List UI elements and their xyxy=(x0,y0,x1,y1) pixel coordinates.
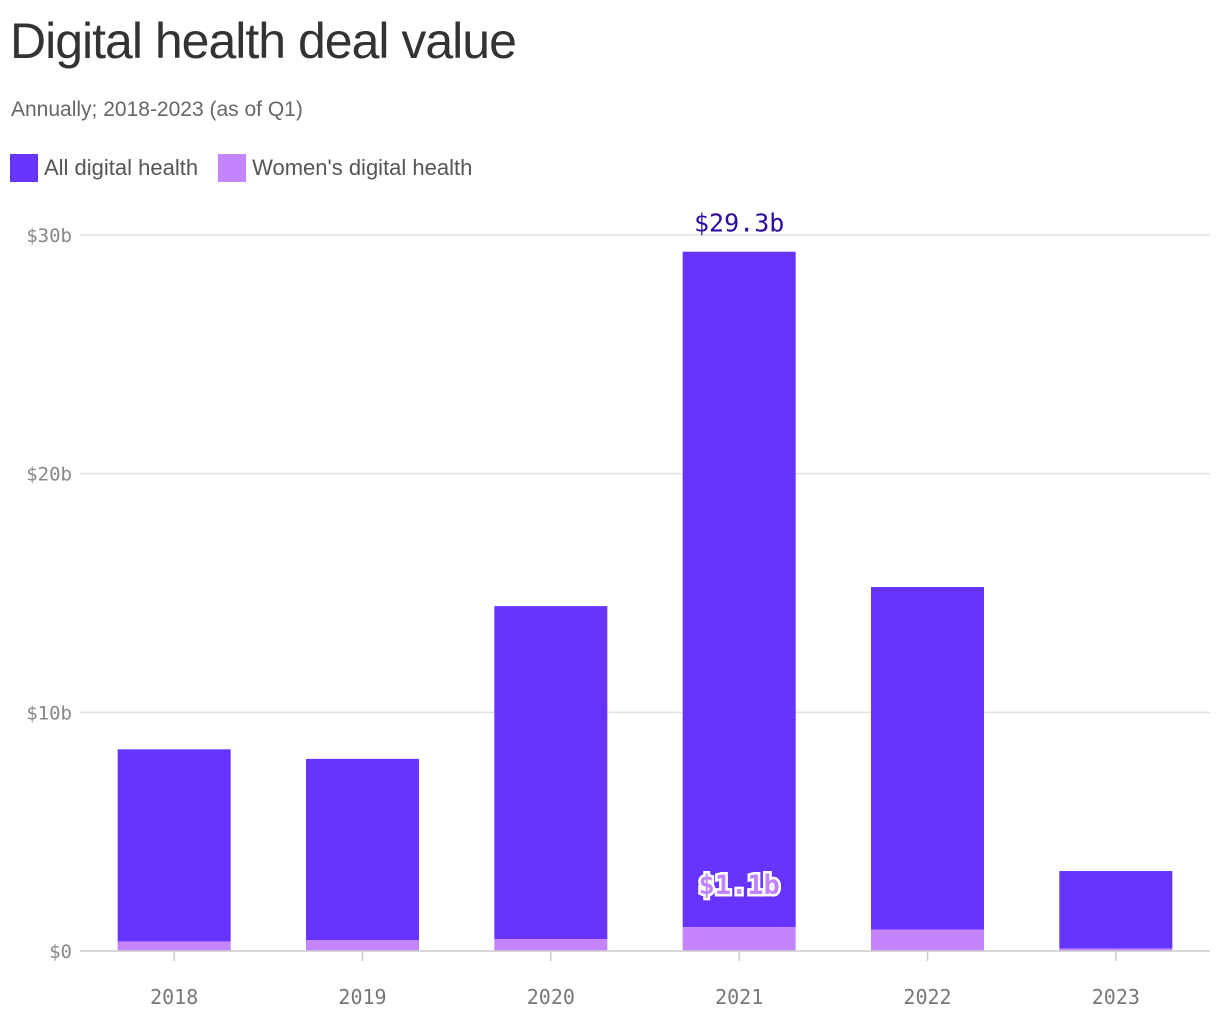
x-tick-label: 2022 xyxy=(903,985,951,1009)
x-tick-label: 2020 xyxy=(527,985,575,1009)
bar-all-digital-health xyxy=(306,758,419,941)
legend-label-women: Women's digital health xyxy=(252,155,473,180)
data-labels: $29.3b $1.1b xyxy=(694,209,784,904)
legend-swatch-women xyxy=(218,154,247,182)
chart-title: Digital health deal value xyxy=(10,13,517,69)
x-axis: 2018 2019 2020 2021 2022 2023 xyxy=(80,950,1210,1009)
legend-item-all: All digital health xyxy=(10,154,198,182)
y-tick-label: $10b xyxy=(26,702,72,724)
bar-womens-digital-health xyxy=(306,940,419,951)
data-label: $29.3b xyxy=(694,209,784,238)
bar-womens-digital-health xyxy=(1059,948,1173,951)
bar-womens-digital-health xyxy=(871,929,984,951)
data-label: $1.1b xyxy=(699,870,780,901)
y-tick-label: $0 xyxy=(49,941,72,963)
bars xyxy=(117,251,1173,951)
y-tick-label: $20b xyxy=(26,464,72,486)
bar-all-digital-health xyxy=(117,749,231,942)
gridlines: $0 $10b $20b $30b xyxy=(26,225,1210,963)
legend-label-all: All digital health xyxy=(44,155,199,180)
x-tick-label: 2023 xyxy=(1092,985,1140,1009)
x-tick-label: 2021 xyxy=(715,985,763,1009)
x-tick-label: 2019 xyxy=(338,985,386,1009)
bar-womens-digital-health xyxy=(682,927,796,951)
bar-all-digital-health xyxy=(871,587,984,930)
bar-womens-digital-health xyxy=(494,939,608,951)
bar-womens-digital-health xyxy=(117,941,231,951)
chart-subtitle: Annually; 2018-2023 (as of Q1) xyxy=(11,98,303,121)
legend-item-women: Women's digital health xyxy=(218,154,472,182)
bar-all-digital-health xyxy=(1059,871,1173,949)
legend: All digital health Women's digital healt… xyxy=(10,153,492,183)
x-tick-label: 2018 xyxy=(150,985,198,1009)
bar-all-digital-health xyxy=(494,606,608,940)
bar-all-digital-health xyxy=(682,251,796,928)
legend-swatch-all xyxy=(10,154,38,182)
y-tick-label: $30b xyxy=(26,225,72,247)
